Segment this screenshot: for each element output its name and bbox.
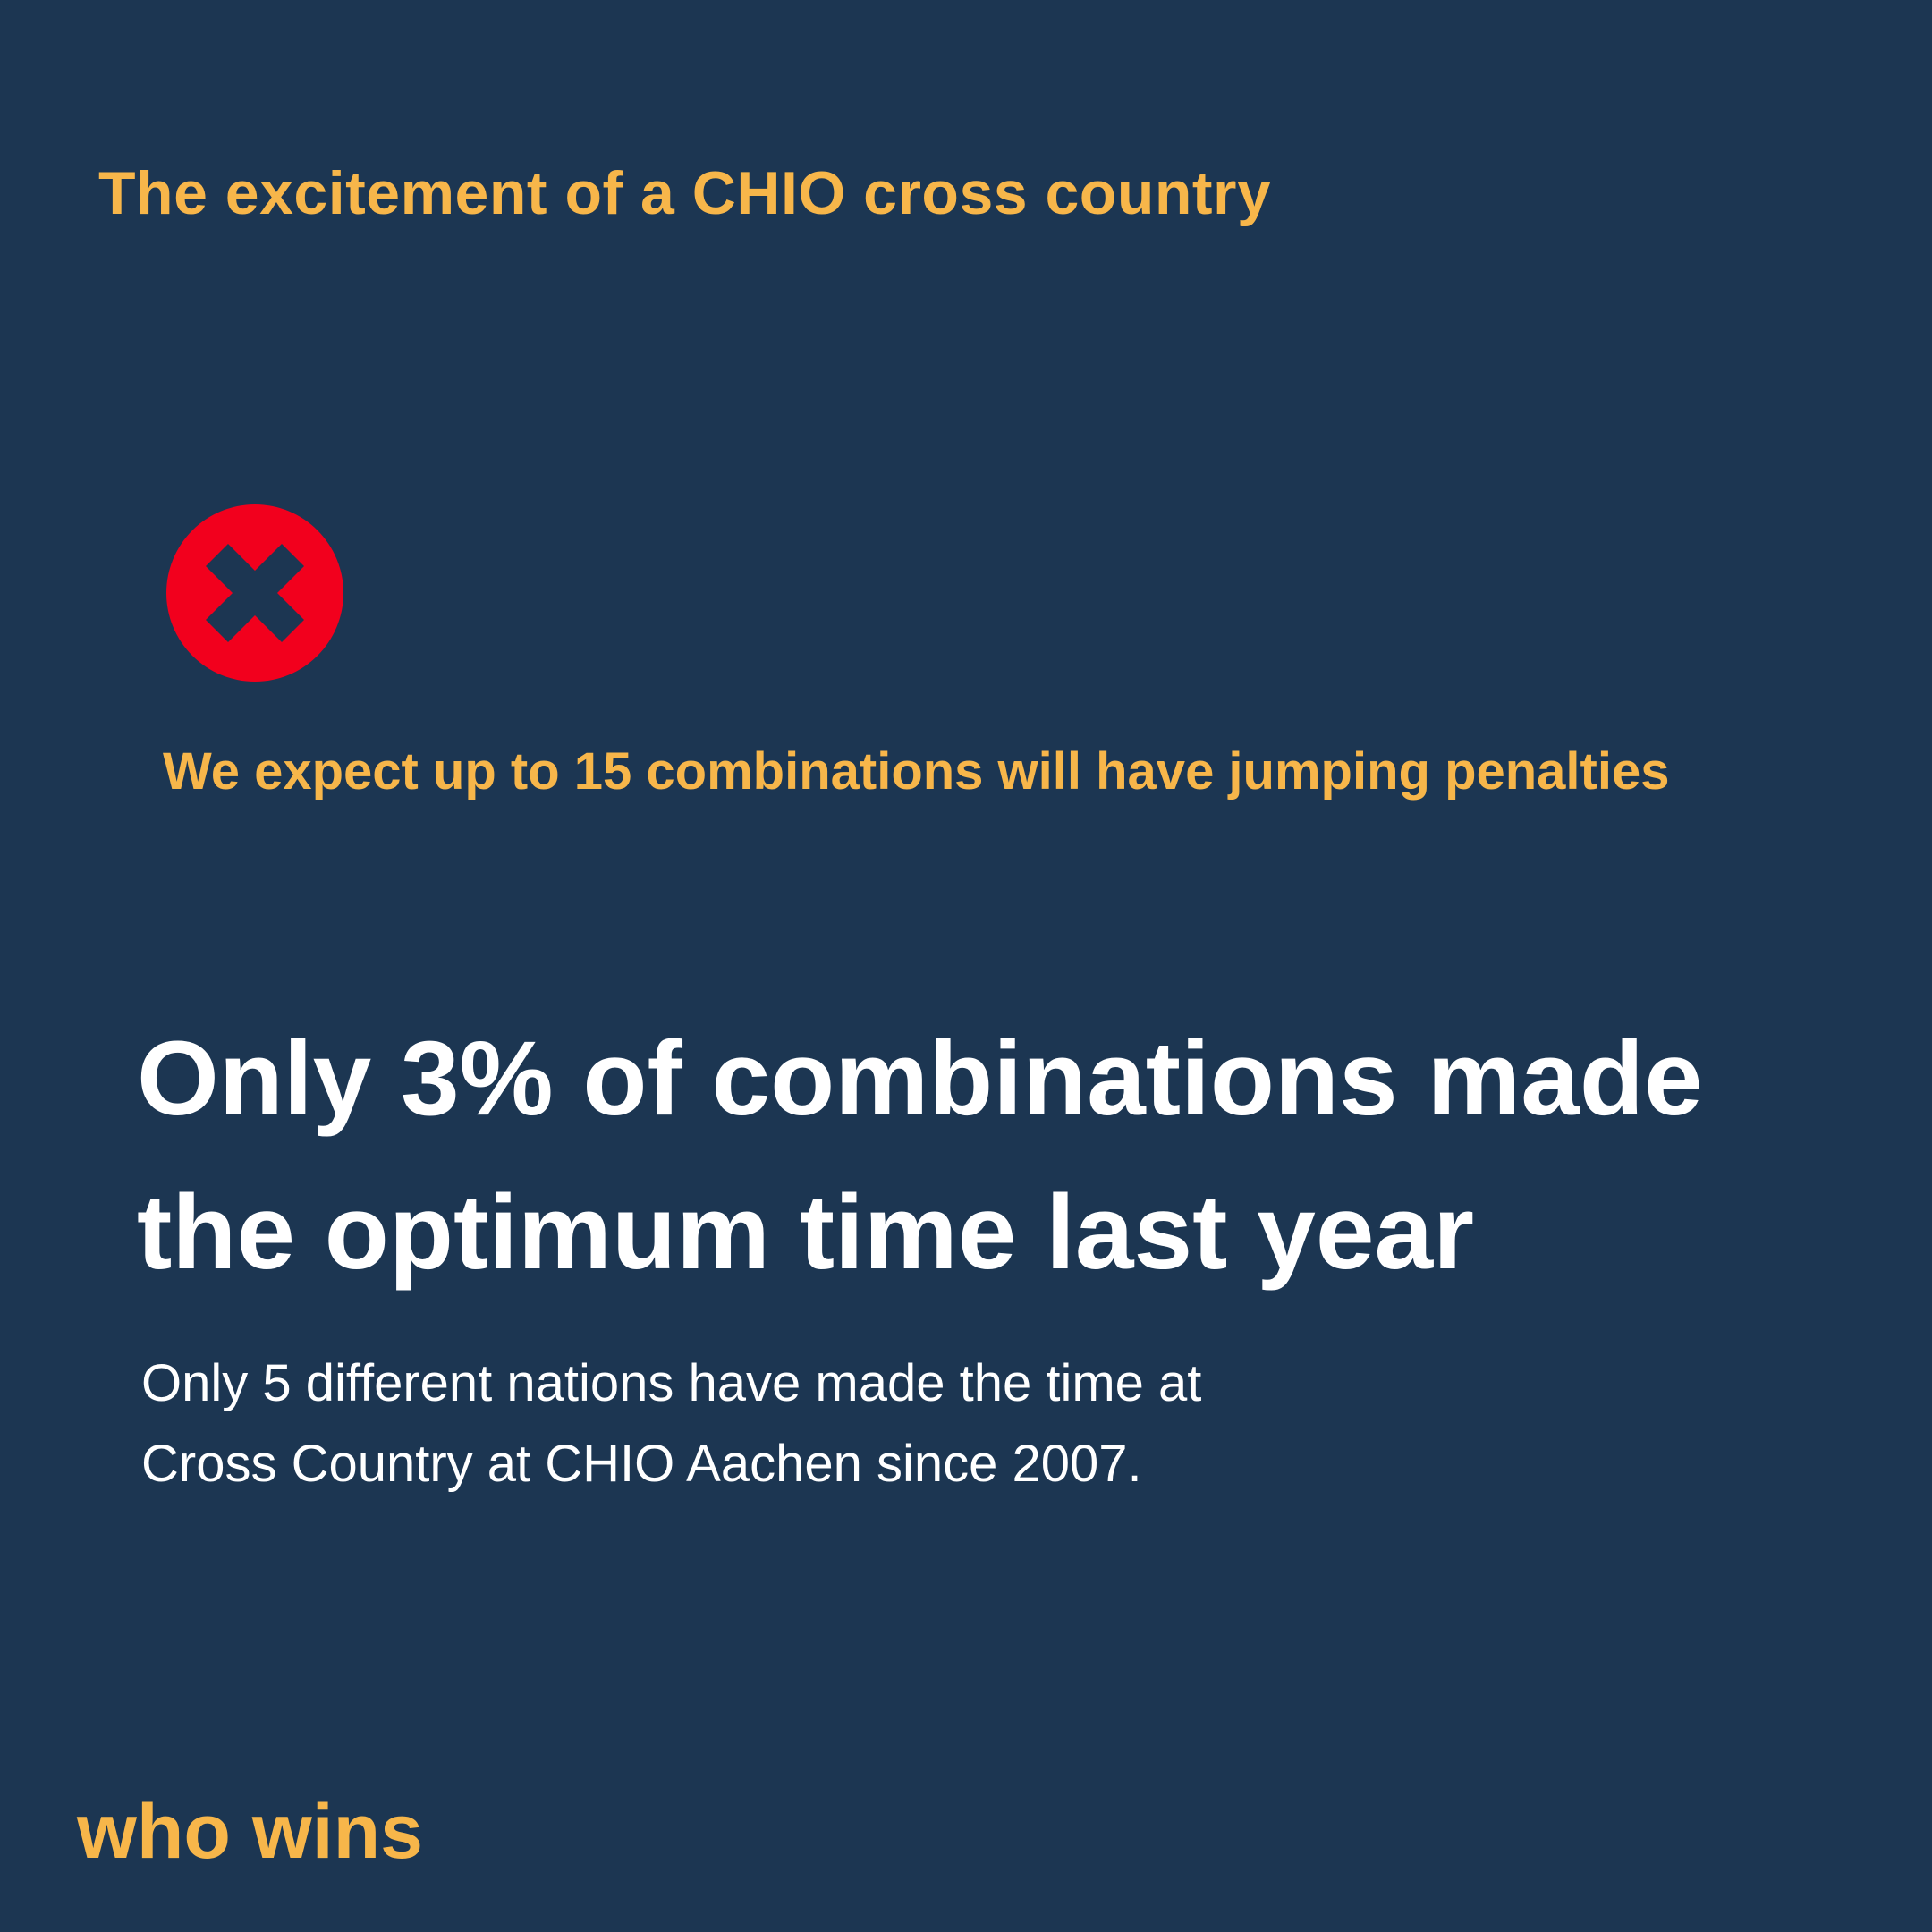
x-circle-icon [166,504,343,682]
supporting-text-line-2: Cross Country at CHIO Aachen since 2007. [141,1435,1142,1493]
brand-wordmark: who wins [77,1789,423,1875]
headline-line-1: Only 3% of combinations made [137,1020,1703,1138]
supporting-text: Only 5 different nations have made the t… [141,1343,1662,1504]
page-title: The excitement of a CHIO cross country [98,159,1272,227]
headline-line-2: the optimum time last year [137,1174,1475,1292]
supporting-text-line-1: Only 5 different nations have made the t… [141,1354,1202,1412]
penalty-prediction: We expect up to 15 combinations will hav… [163,742,1670,801]
headline: Only 3% of combinations made the optimum… [137,1002,1854,1309]
